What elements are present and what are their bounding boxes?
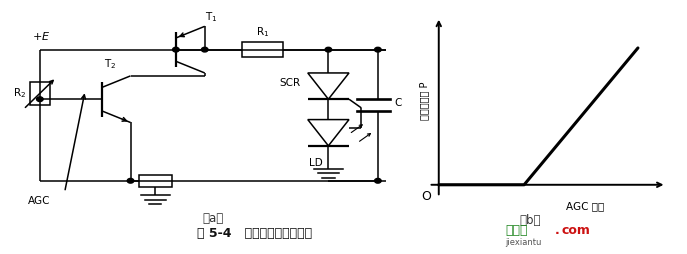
Text: R$_2$: R$_2$ [13, 86, 26, 99]
Circle shape [374, 179, 381, 183]
Text: T$_2$: T$_2$ [104, 57, 116, 71]
Circle shape [374, 48, 381, 53]
Text: （b）: （b） [519, 213, 541, 226]
Text: C: C [394, 98, 402, 108]
Bar [139, 175, 172, 187]
Circle shape [201, 48, 208, 53]
Text: AGC 电压: AGC 电压 [566, 201, 605, 211]
Text: 图 5-4   输出功率的自动控制: 图 5-4 输出功率的自动控制 [196, 226, 312, 239]
Bar [30, 82, 50, 106]
Text: LD: LD [309, 158, 323, 168]
Circle shape [172, 48, 179, 53]
Text: T$_1$: T$_1$ [205, 11, 217, 24]
Text: $+E$: $+E$ [32, 30, 50, 42]
Text: （a）: （a） [203, 212, 223, 225]
Text: jiexiantu: jiexiantu [506, 237, 542, 246]
Circle shape [36, 98, 43, 102]
Text: O: O [420, 190, 431, 203]
Text: 接线图: 接线图 [505, 223, 528, 236]
Text: com: com [561, 223, 590, 236]
Text: AGC: AGC [27, 196, 50, 205]
Circle shape [127, 179, 134, 183]
Bar [242, 43, 283, 58]
Text: 输出光功率 P: 输出光功率 P [420, 81, 429, 119]
Text: .: . [555, 223, 560, 236]
Text: SCR: SCR [279, 77, 300, 87]
Circle shape [325, 48, 332, 53]
Text: R$_1$: R$_1$ [256, 25, 269, 39]
